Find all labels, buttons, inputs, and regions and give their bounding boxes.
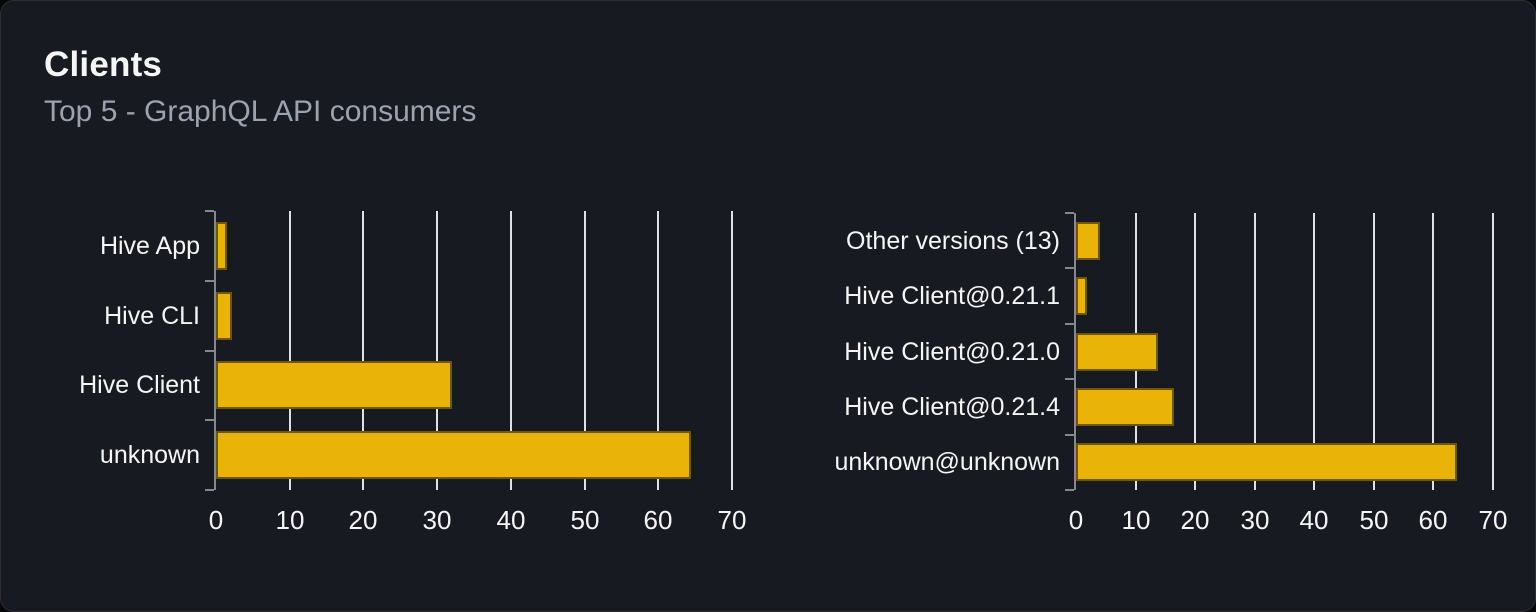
axis-tick: [1065, 489, 1074, 491]
gridline: [509, 211, 512, 490]
category-label-hive-client-0-21-4: Hive Client@0.21.4: [844, 393, 1060, 421]
x-tick-label-0: 0: [1068, 505, 1084, 535]
bar-hive-cli[interactable]: [216, 292, 232, 340]
x-tick-label-10: 10: [275, 505, 305, 535]
y-axis-line: [214, 211, 216, 490]
card-subtitle: Top 5 - GraphQL API consumers: [44, 95, 477, 128]
gridline: [362, 211, 365, 490]
x-tick-label-50: 50: [1359, 505, 1389, 535]
x-tick-label-60: 60: [643, 505, 673, 535]
x-tick-label-70: 70: [717, 505, 747, 535]
bar-unknown[interactable]: [216, 431, 691, 479]
gridline: [288, 211, 291, 490]
category-label-hive-cli: Hive CLI: [104, 302, 200, 330]
x-tick-label-40: 40: [496, 505, 526, 535]
x-tick-label-70: 70: [1478, 505, 1508, 535]
bar-hive-app[interactable]: [216, 222, 227, 270]
bar-other-versions-13[interactable]: [1076, 222, 1100, 260]
gridline: [1194, 213, 1197, 490]
gridline: [1253, 213, 1256, 490]
axis-tick: [1065, 434, 1074, 436]
bar-hive-client[interactable]: [216, 361, 452, 409]
category-label-hive-app: Hive App: [99, 232, 200, 260]
axis-tick: [205, 210, 214, 212]
x-tick-label-30: 30: [1240, 505, 1270, 535]
axis-tick: [1065, 267, 1074, 269]
axis-tick: [205, 419, 214, 421]
bar-hive-client-0-21-1[interactable]: [1076, 277, 1087, 315]
gridline: [657, 211, 660, 490]
axis-tick: [205, 350, 214, 352]
gridline: [1313, 213, 1316, 490]
gridline: [1432, 213, 1435, 490]
bar-unknown-unknown[interactable]: [1076, 443, 1457, 481]
axis-tick: [205, 489, 214, 491]
category-label-hive-client: Hive Client: [79, 371, 200, 399]
gridline: [436, 211, 439, 490]
gridline: [731, 211, 733, 490]
card-title: Clients: [44, 45, 163, 84]
x-tick-label-20: 20: [1180, 505, 1210, 535]
y-axis-line: [1074, 213, 1076, 490]
category-label-hive-client-0-21-1: Hive Client@0.21.1: [844, 282, 1060, 310]
category-label-other-versions-13: Other versions (13): [846, 227, 1060, 255]
x-tick-label-20: 20: [348, 505, 378, 535]
category-label-hive-client-0-21-0: Hive Client@0.21.0: [844, 338, 1060, 366]
x-tick-label-60: 60: [1418, 505, 1448, 535]
x-tick-label-50: 50: [570, 505, 600, 535]
bar-hive-client-0-21-0[interactable]: [1076, 333, 1158, 371]
axis-tick: [205, 280, 214, 282]
category-label-unknown-unknown: unknown@unknown: [834, 448, 1060, 476]
gridline: [583, 211, 586, 490]
x-tick-label-0: 0: [208, 505, 224, 535]
gridline: [1492, 213, 1494, 490]
x-tick-label-30: 30: [422, 505, 452, 535]
axis-tick: [1065, 212, 1074, 214]
x-tick-label-40: 40: [1299, 505, 1329, 535]
axis-tick: [1065, 378, 1074, 380]
category-label-unknown: unknown: [99, 441, 200, 469]
bar-hive-client-0-21-4[interactable]: [1076, 388, 1174, 426]
axis-tick: [1065, 323, 1074, 325]
x-tick-label-10: 10: [1121, 505, 1151, 535]
gridline: [1372, 213, 1375, 490]
